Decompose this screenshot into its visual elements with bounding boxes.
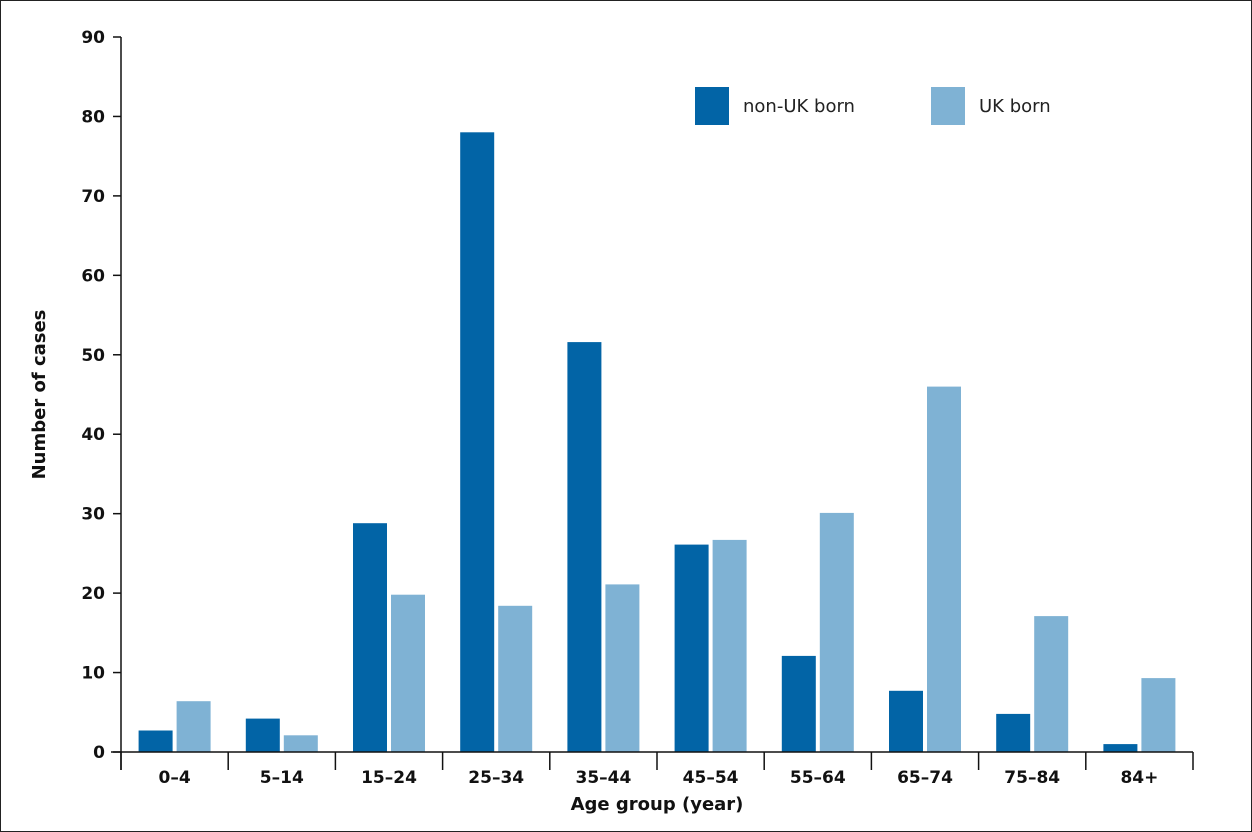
x-tick-label: 5–14 <box>260 768 304 788</box>
x-tick-label: 55–64 <box>790 768 846 788</box>
bar-non-uk-7 <box>889 690 923 752</box>
legend-label-non-uk: non-UK born <box>743 96 855 117</box>
bars-group <box>138 132 1176 753</box>
bar-uk-9 <box>1141 678 1176 752</box>
bar-uk-7 <box>927 386 961 752</box>
x-tick-label: 75–84 <box>1004 768 1060 788</box>
x-axis-title: Age group (year) <box>571 794 744 815</box>
bar-non-uk-6 <box>781 655 816 752</box>
bar-uk-5 <box>712 539 747 752</box>
y-tick-label: 10 <box>81 664 105 684</box>
bar-non-uk-9 <box>1103 744 1138 752</box>
ticks-group: 0 10 20 30 40 50 60 70 80 90 0–4 5–14 15–24 25–34 35–4… <box>81 28 1194 788</box>
bar-non-uk-3 <box>460 132 495 753</box>
y-tick-label: 0 <box>93 743 105 763</box>
bar-non-uk-0 <box>138 730 173 752</box>
y-tick-label: 30 <box>81 505 105 525</box>
bar-uk-8 <box>1034 616 1069 752</box>
legend: non-UK born UK born <box>695 87 1051 125</box>
bar-uk-0 <box>176 701 211 752</box>
y-tick-label: 50 <box>81 346 105 366</box>
y-axis-title: Number of cases <box>29 310 50 480</box>
legend-label-uk: UK born <box>979 96 1051 117</box>
x-tick-label: 35–44 <box>575 768 631 788</box>
x-tick-label: 84+ <box>1120 768 1158 788</box>
bar-uk-1 <box>283 735 318 752</box>
bar-uk-3 <box>498 605 533 752</box>
bar-non-uk-8 <box>996 713 1031 752</box>
x-tick-label: 0–4 <box>159 768 191 788</box>
legend-swatch-non-uk <box>695 87 729 125</box>
x-tick-label: 15–24 <box>361 768 417 788</box>
bar-non-uk-5 <box>674 544 709 752</box>
y-tick-label: 40 <box>81 425 105 445</box>
legend-swatch-uk <box>931 87 965 125</box>
x-tick-label: 25–34 <box>468 768 524 788</box>
y-tick-label: 90 <box>81 28 105 48</box>
x-tick-label: 45–54 <box>683 768 739 788</box>
y-tick-label: 70 <box>81 187 105 207</box>
bar-non-uk-2 <box>353 523 387 752</box>
x-tick-label: 65–74 <box>897 768 953 788</box>
bar-uk-4 <box>605 584 640 752</box>
y-tick-label: 60 <box>81 266 105 286</box>
axes-group <box>111 37 1193 770</box>
bar-uk-2 <box>391 594 425 752</box>
bar-non-uk-1 <box>245 718 280 752</box>
bar-non-uk-4 <box>567 342 602 752</box>
y-tick-label: 80 <box>81 107 105 127</box>
bar-uk-6 <box>819 512 854 752</box>
y-tick-label: 20 <box>81 584 105 604</box>
